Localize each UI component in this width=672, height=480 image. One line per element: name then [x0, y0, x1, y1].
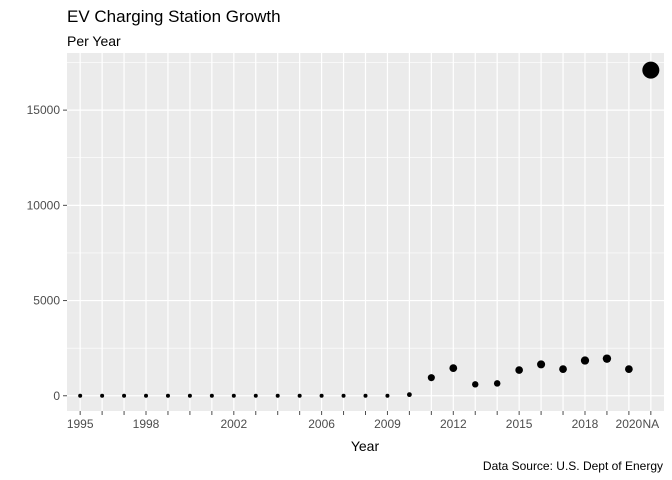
x-tick-label: 2006 [308, 417, 335, 431]
data-point [625, 365, 633, 373]
x-tick-label: 2012 [440, 417, 467, 431]
data-points [78, 61, 660, 398]
data-point [407, 392, 412, 398]
data-point [580, 356, 590, 365]
data-point [231, 393, 236, 398]
x-tick-label: 2018 [572, 417, 599, 431]
chart-subtitle: Per Year [67, 33, 121, 49]
x-tick-label: 2020 [616, 417, 643, 431]
data-point [253, 393, 258, 398]
y-axis: 0 5000 10000 15000 [27, 103, 67, 403]
x-tick-label: 1998 [133, 417, 160, 431]
data-point [559, 365, 567, 373]
x-tick-label: 1995 [67, 417, 94, 431]
data-point [319, 393, 324, 398]
x-axis: 1995 1998 2002 2006 2009 2012 2015 2018 2020 NA [67, 411, 659, 431]
data-point [449, 364, 458, 373]
data-point [537, 360, 546, 369]
data-point [385, 393, 390, 398]
data-point [341, 393, 346, 398]
data-point [297, 393, 302, 398]
data-point [100, 393, 105, 398]
data-point [122, 393, 127, 398]
grid-lines [67, 53, 664, 411]
x-tick-label: 2015 [506, 417, 533, 431]
data-point [363, 393, 368, 398]
data-point [78, 393, 83, 398]
data-point [427, 374, 435, 382]
data-point [515, 366, 523, 374]
data-point [187, 393, 192, 398]
data-point [493, 380, 501, 387]
chart-title: EV Charging Station Growth [67, 7, 281, 26]
data-point [165, 393, 170, 398]
data-point [144, 393, 149, 398]
x-tick-label: NA [642, 417, 659, 431]
data-point [642, 61, 660, 79]
y-tick-label: 15000 [27, 103, 61, 117]
y-tick-label: 10000 [27, 198, 61, 212]
data-point [602, 354, 612, 363]
x-tick-label: 2002 [220, 417, 247, 431]
y-tick-label: 0 [53, 389, 60, 403]
x-axis-title: Year [351, 438, 380, 454]
y-tick-label: 5000 [33, 294, 60, 308]
data-point [209, 393, 214, 398]
x-tick-label: 2009 [374, 417, 401, 431]
chart-caption: Data Source: U.S. Dept of Energy [483, 459, 663, 473]
data-point [472, 381, 479, 388]
data-point [275, 393, 280, 398]
